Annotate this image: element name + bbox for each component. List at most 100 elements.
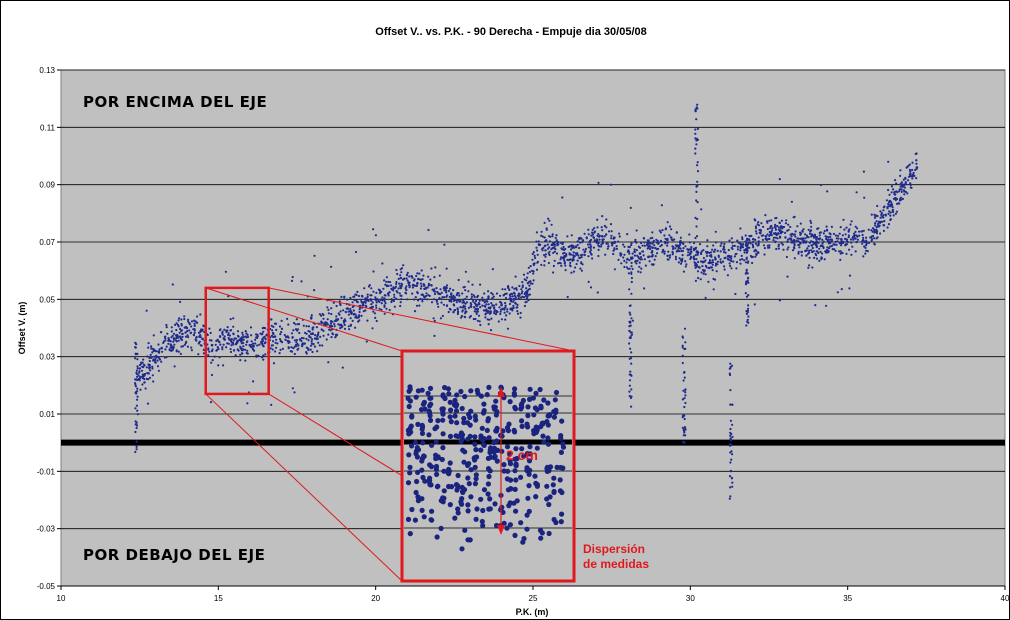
data-point [293,352,296,356]
zoom-data-point [533,494,539,500]
data-point [302,337,305,340]
data-point [716,249,719,252]
data-point [790,235,793,238]
data-point [279,338,282,341]
data-point [414,296,417,299]
data-point [313,289,316,292]
data-point [384,302,387,305]
data-point [684,265,687,268]
data-point [355,315,358,318]
data-point [553,241,557,244]
data-point [589,249,593,252]
data-point [628,379,632,382]
zoom-data-point [466,461,472,467]
data-point [395,268,398,272]
data-point [797,243,800,247]
data-point [915,159,918,162]
chart-title: Offset V.. vs. P.K. - 90 Derecha - Empuj… [375,26,646,38]
data-point [865,242,868,245]
data-point [840,239,843,242]
data-point [405,292,408,295]
data-point [540,234,543,237]
data-point [617,258,620,261]
zoom-data-point [452,397,458,404]
data-point [763,253,766,256]
data-point [445,295,448,298]
data-point [378,300,381,304]
zoom-data-point [440,392,446,398]
data-point [405,288,408,291]
data-point [684,260,687,263]
data-point [190,349,193,352]
data-point [305,337,308,340]
data-point [137,374,140,377]
data-point [361,295,364,298]
data-point [226,326,229,329]
data-point [826,238,830,241]
data-point [800,250,803,254]
data-point [627,267,630,270]
data-point [469,302,472,305]
data-point [517,292,521,295]
zoom-data-point [434,471,440,477]
zoom-data-point [527,386,533,392]
zoom-data-point [550,482,556,488]
data-point [229,318,232,321]
y-tick-label: 0.09 [39,181,55,190]
data-point [744,249,747,252]
data-point [399,268,402,271]
data-point [169,346,172,349]
data-point [338,313,341,316]
data-point [450,295,453,298]
data-point [419,297,422,301]
zoom-data-point [472,464,478,470]
data-point [372,290,375,293]
data-point [397,277,400,280]
data-point [499,312,502,316]
data-point [628,311,631,314]
data-point [138,363,142,367]
data-point [781,243,785,246]
data-point [719,250,722,253]
data-point [211,359,214,362]
data-point [625,261,628,264]
data-point [583,253,586,257]
data-point [511,292,514,296]
data-point [729,434,732,437]
data-point [410,275,413,278]
data-point [170,326,173,329]
data-point [461,292,464,295]
data-point [627,245,630,248]
data-point [372,228,375,231]
data-point [169,343,172,346]
data-point [372,310,375,313]
data-point [741,238,744,241]
data-point [674,258,678,261]
data-point [432,317,435,320]
zoom-data-point [480,410,487,416]
data-point [279,333,282,336]
data-point [664,237,667,240]
data-point [556,241,560,244]
data-point [475,305,479,308]
data-point [695,225,698,228]
data-point [840,288,843,291]
data-point [383,294,386,297]
data-point [604,253,607,256]
zoom-data-point [427,413,433,419]
data-point [760,234,764,237]
data-point [638,261,641,264]
data-point [596,218,599,221]
data-point [422,274,425,277]
data-point [888,193,891,196]
data-point [352,295,355,298]
data-point [225,329,228,333]
data-point [888,201,891,204]
data-point [198,340,201,343]
data-point [699,260,703,263]
data-point [141,383,144,386]
y-tick-label: 0.03 [39,353,55,362]
zoom-data-point [487,496,493,502]
dispersion-label-line2: de medidas [583,557,649,571]
data-point [744,283,748,286]
